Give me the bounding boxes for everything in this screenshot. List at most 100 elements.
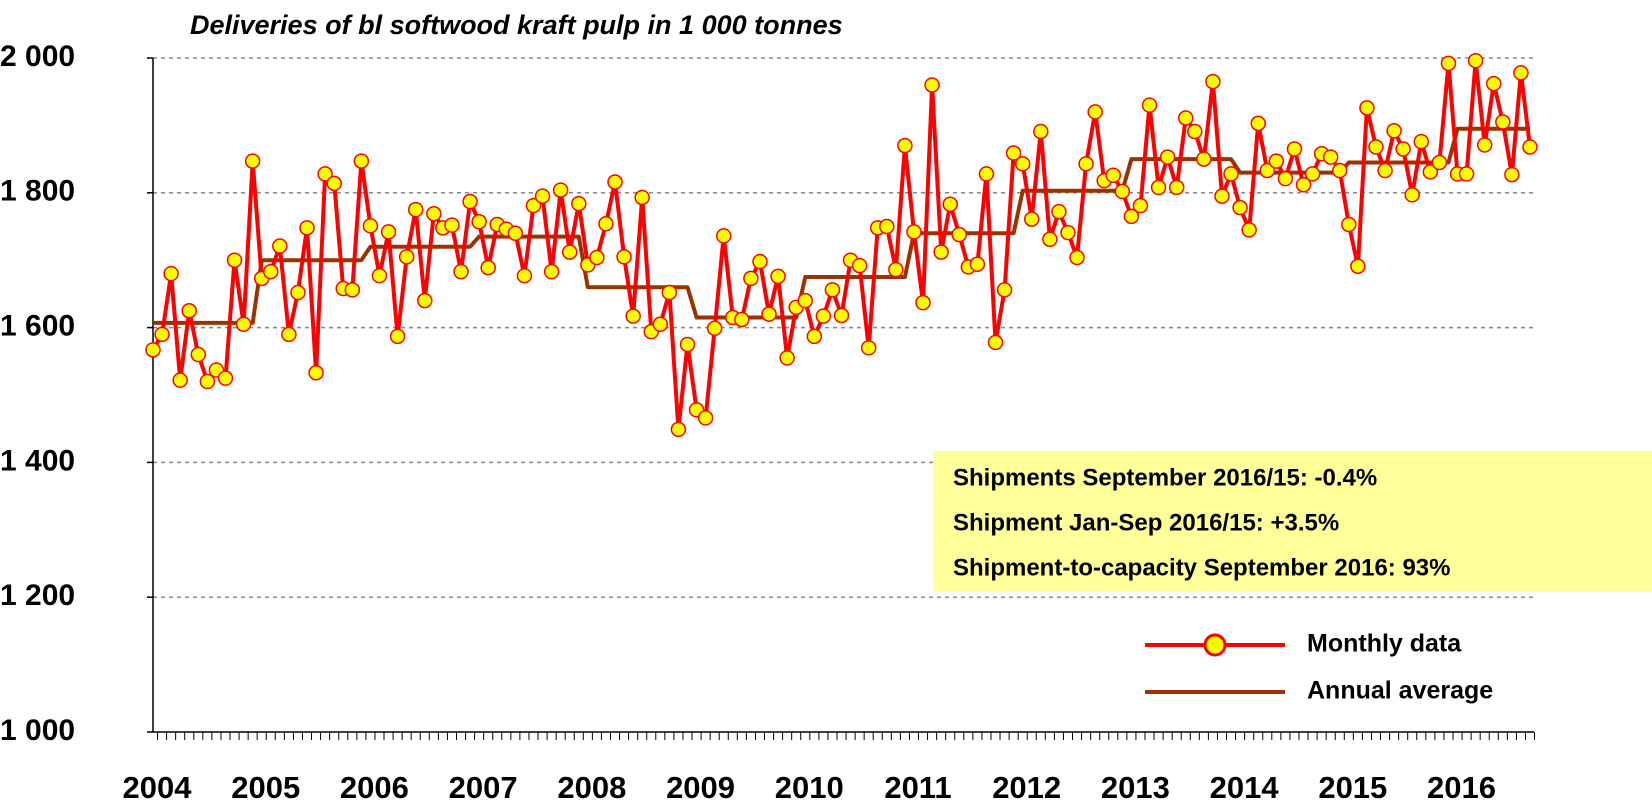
point — [879, 218, 895, 235]
point — [371, 267, 388, 284]
point — [1268, 153, 1285, 169]
x-tick-label: 2010 — [775, 770, 844, 805]
point — [987, 334, 1004, 351]
point — [199, 373, 216, 390]
point — [1123, 208, 1140, 225]
point — [743, 270, 759, 287]
point — [362, 218, 379, 234]
point — [1114, 183, 1131, 200]
point — [1241, 222, 1257, 238]
point — [1467, 52, 1484, 69]
point — [589, 249, 605, 266]
point — [616, 249, 632, 265]
point — [154, 326, 170, 343]
annotation-box — [933, 451, 1652, 592]
point — [1277, 170, 1294, 187]
point — [1504, 166, 1520, 183]
point — [752, 253, 768, 270]
point — [1187, 123, 1203, 140]
point — [1150, 179, 1167, 196]
point — [516, 267, 533, 284]
point — [1078, 156, 1094, 172]
point — [1332, 162, 1348, 179]
series-line — [151, 58, 1532, 432]
point — [1458, 166, 1475, 182]
x-tick-label: 2016 — [1427, 770, 1496, 805]
point — [299, 220, 315, 236]
point — [824, 282, 841, 298]
point — [281, 326, 297, 343]
point — [860, 340, 877, 356]
point — [1141, 97, 1158, 113]
annotation: Shipments September 2016/15: -0.4% — [953, 464, 1377, 491]
point — [263, 263, 279, 280]
point — [1440, 55, 1457, 72]
point — [1250, 115, 1266, 132]
point — [163, 265, 179, 282]
point — [1350, 258, 1366, 275]
point — [1168, 179, 1185, 196]
point — [1023, 211, 1040, 227]
point — [181, 303, 197, 319]
point — [1377, 162, 1393, 179]
point — [190, 346, 207, 363]
point — [697, 410, 714, 426]
point — [417, 292, 433, 309]
x-tick-label: 2014 — [1210, 770, 1280, 805]
x-tick-label: 2009 — [666, 770, 735, 805]
point — [453, 263, 469, 280]
point — [806, 328, 823, 345]
point — [734, 311, 750, 328]
point — [652, 316, 669, 332]
point — [1368, 139, 1384, 155]
annotation: Shipment Jan-Sep 2016/15: +3.5% — [953, 509, 1339, 536]
point — [951, 226, 968, 243]
point — [996, 282, 1013, 298]
point — [507, 225, 524, 241]
legend-label: Monthly data — [1307, 630, 1462, 658]
point — [833, 307, 850, 324]
point — [543, 263, 560, 280]
x-tick-label: 2006 — [340, 770, 409, 805]
point — [172, 372, 188, 388]
point — [706, 320, 723, 337]
point — [625, 308, 641, 324]
point — [1087, 104, 1103, 120]
point — [1341, 216, 1357, 233]
point — [770, 268, 786, 285]
x-tick-label: 2013 — [1101, 770, 1170, 805]
point — [1495, 114, 1511, 130]
point — [462, 193, 478, 210]
point — [1005, 145, 1022, 161]
point — [1522, 139, 1538, 155]
point — [1178, 110, 1194, 126]
point — [344, 282, 361, 298]
point — [1042, 231, 1058, 248]
point — [145, 342, 161, 358]
point — [534, 188, 551, 204]
point — [480, 259, 496, 276]
x-tick-label: 2015 — [1318, 770, 1387, 805]
x-tick-label: 2011 — [884, 770, 951, 805]
annotation: Shipment-to-capacity September 2016: 93% — [953, 554, 1451, 581]
point — [1386, 123, 1402, 139]
point — [797, 292, 814, 309]
point — [1069, 249, 1085, 266]
point — [389, 328, 406, 345]
point — [888, 261, 904, 278]
point — [244, 153, 261, 169]
point — [1105, 167, 1122, 184]
point — [272, 238, 288, 254]
y-tick-label: 1 200 — [0, 579, 75, 612]
x-tick-label: 2012 — [992, 770, 1061, 805]
point — [444, 217, 460, 233]
point — [1159, 149, 1176, 165]
point — [969, 256, 986, 272]
x-tick-label: 2004 — [123, 770, 193, 805]
point — [1513, 65, 1529, 81]
point — [815, 308, 832, 324]
y-tick-label: 1 000 — [0, 714, 75, 747]
point — [290, 284, 306, 301]
point — [1295, 176, 1312, 193]
